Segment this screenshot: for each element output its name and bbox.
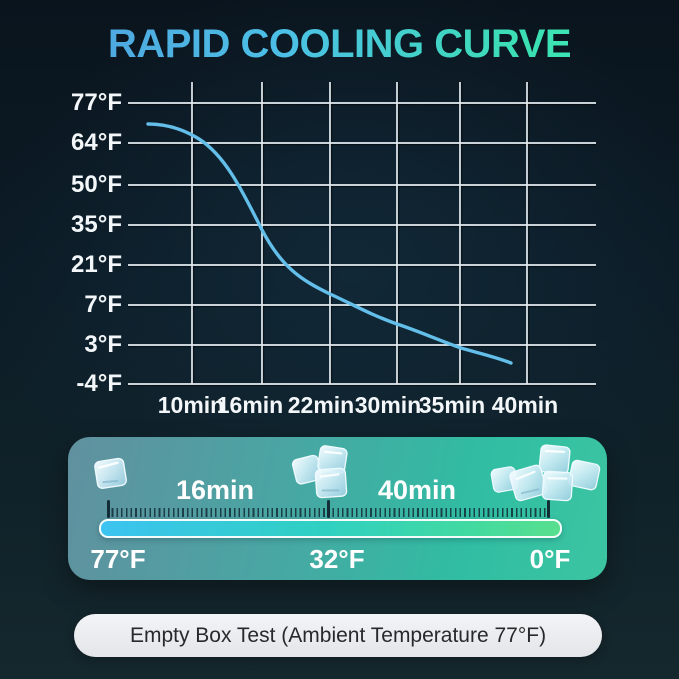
ice-cube-icon <box>94 457 127 489</box>
x-tick-label: 10min <box>157 392 225 418</box>
y-tick-label: 35°F <box>71 211 122 238</box>
grid-shadow <box>128 82 596 387</box>
y-tick-label: 7°F <box>84 291 122 318</box>
temp-label-middle: 32°F <box>309 544 365 574</box>
y-tick-label: -4°F <box>76 370 122 397</box>
cooling-curve-line <box>146 122 513 365</box>
duration-label-16min: 16min <box>175 475 255 505</box>
page-title: RAPID COOLING CURVE <box>0 22 679 67</box>
ruler-tick-start <box>107 500 110 518</box>
x-tick-label: 16min <box>216 392 284 418</box>
temp-label-end: 0°F <box>529 544 571 574</box>
x-tick-label: 40min <box>491 392 559 418</box>
y-tick-label: 3°F <box>84 331 122 358</box>
x-tick-label: 30min <box>354 392 422 418</box>
y-tick-label: 50°F <box>71 171 122 198</box>
x-tick-label: 35min <box>418 392 486 418</box>
ice-cubes-cluster-icon <box>490 444 601 502</box>
ruler-tick-middle <box>327 500 330 518</box>
ruler-tick-end <box>547 500 550 518</box>
timeline-ruler <box>107 500 550 518</box>
y-tick-label: 64°F <box>71 129 122 156</box>
x-tick-label: 22min <box>287 392 355 418</box>
y-tick-label: 21°F <box>71 251 122 278</box>
grid-lines <box>128 82 596 385</box>
ice-cubes-icon <box>291 445 348 499</box>
duration-label-40min: 40min <box>377 475 457 505</box>
test-conditions-pill: Empty Box Test (Ambient Temperature 77°F… <box>74 614 602 657</box>
temperature-gradient-bar <box>99 519 562 538</box>
temp-label-start: 77°F <box>90 544 146 574</box>
cooling-timeline-card: 16min 40min 77°F 32°F 0°F <box>68 437 607 580</box>
y-tick-label: 77°F <box>71 89 122 116</box>
